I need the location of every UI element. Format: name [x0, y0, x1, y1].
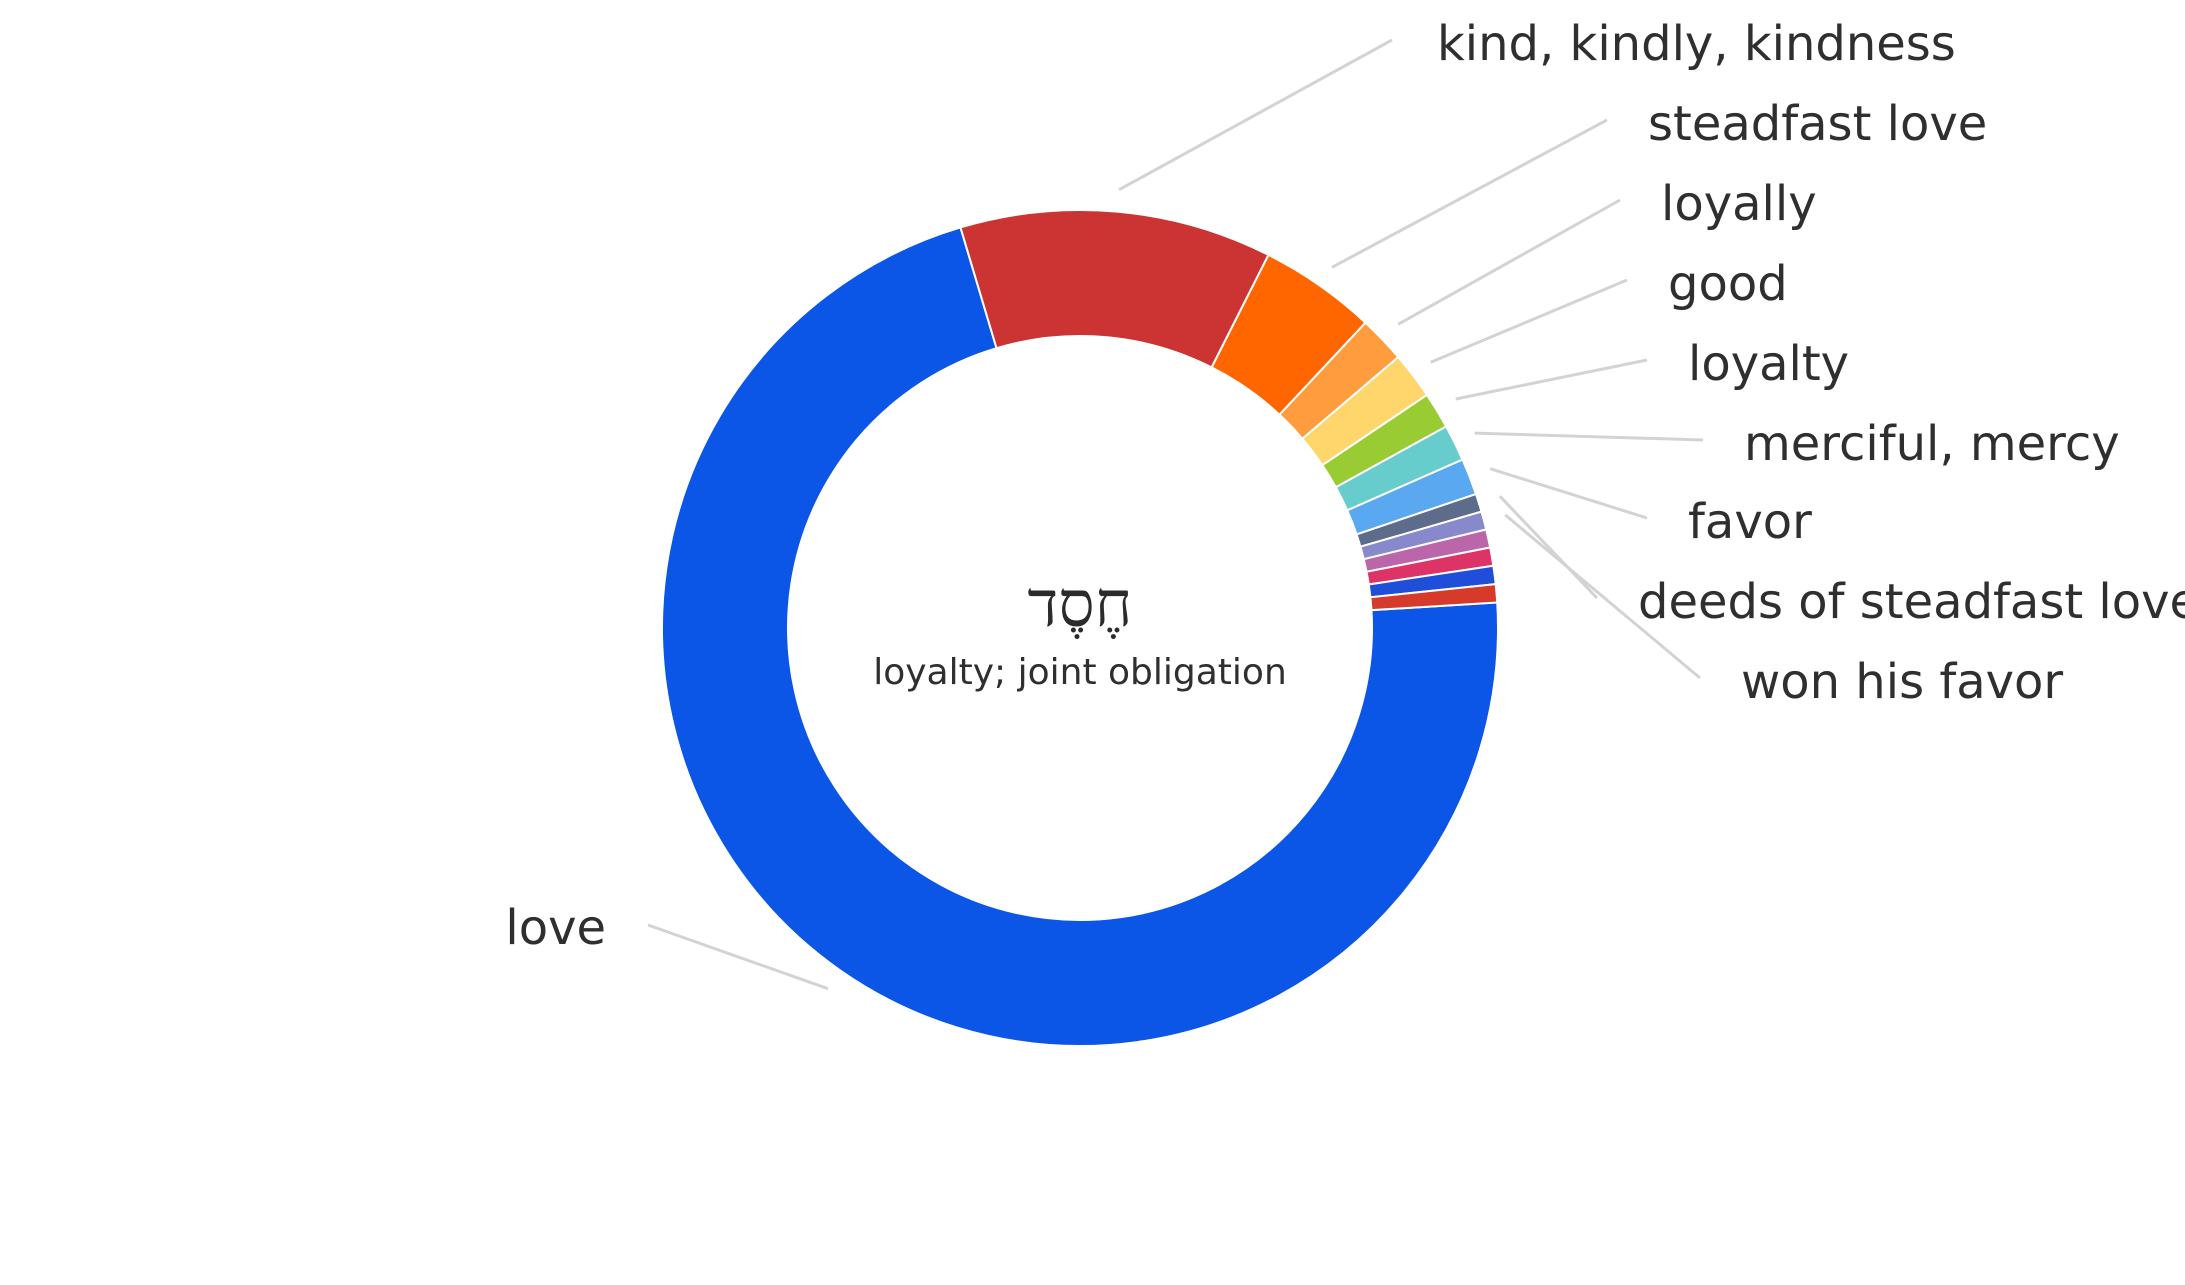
leader-line: [647, 923, 829, 991]
slice-label: steadfast love: [1648, 96, 1987, 152]
slice-label: loyalty: [1688, 336, 1849, 392]
leader-line: [1331, 118, 1608, 269]
leader-line: [1430, 278, 1628, 364]
leader-line: [1498, 495, 1599, 600]
slice-label: merciful, mercy: [1744, 416, 2120, 472]
slices-layer: [661, 209, 1499, 1047]
slice-label: love: [505, 900, 606, 956]
slice-label: kind, kindly, kindness: [1437, 16, 1956, 72]
leader-line: [1474, 431, 1704, 442]
slice-love: [661, 226, 1499, 1047]
leader-line: [1397, 198, 1621, 326]
leader-line: [1504, 513, 1701, 680]
slice-label: won his favor: [1741, 654, 2063, 710]
center-gloss: loyalty; joint obligation: [873, 652, 1287, 693]
slice-label: favor: [1688, 494, 1812, 550]
leader-line: [1489, 467, 1648, 520]
slice-label: good: [1668, 256, 1788, 312]
leader-line: [1118, 38, 1393, 192]
center-hebrew-word: חֶסֶד: [1027, 568, 1132, 642]
leader-line: [1455, 358, 1648, 401]
slice-label: loyally: [1661, 176, 1817, 232]
slice-labels: love kind, kindly, kindness steadfast love…: [505, 16, 2185, 956]
slice-unlabeled-13: [1369, 582, 1499, 612]
slice-label: deeds of steadfast love: [1638, 574, 2185, 630]
slice-kind-kindly-kindness: [959, 209, 1270, 369]
leader-lines: [647, 38, 1704, 991]
